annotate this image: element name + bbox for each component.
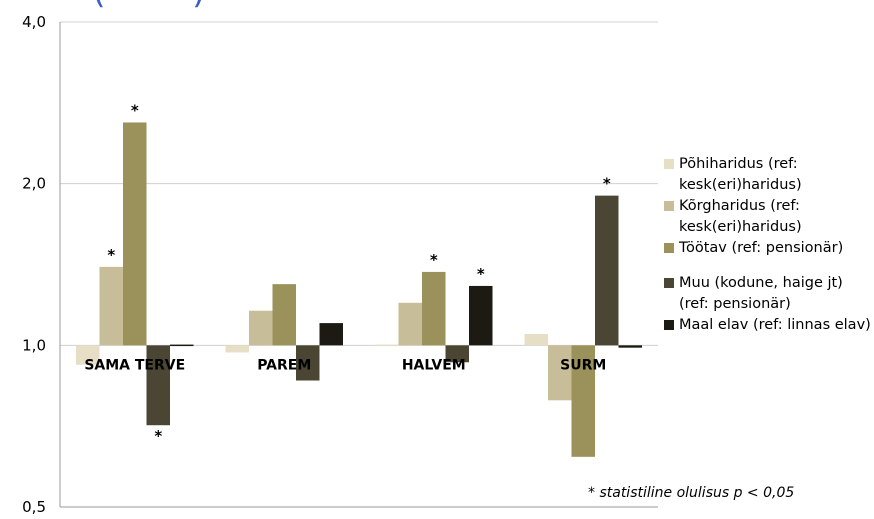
bar: [548, 345, 572, 401]
bar: [272, 284, 296, 346]
legend: Põhiharidus (ref: kesk(eri)haridus) Kõrgh…: [664, 154, 872, 336]
y-tick-label: 4,0: [22, 13, 46, 31]
bar: [99, 266, 123, 346]
significance-marker: *: [603, 175, 611, 193]
legend-swatch: [664, 159, 674, 169]
legend-label: Töötav (ref: pensionär): [679, 240, 844, 256]
significance-marker: *: [430, 251, 438, 269]
legend-item: Töötav (ref: pensionär): [664, 238, 872, 259]
significance-marker: *: [131, 101, 139, 119]
significance-marker: *: [154, 427, 162, 445]
bar: [319, 323, 343, 346]
legend-label: Põhiharidus (ref: kesk(eri)haridus): [679, 156, 802, 193]
legend-swatch: [664, 320, 674, 330]
bar: [422, 271, 446, 346]
axis-layer: 0,5 1,0 2,0 4,0: [22, 13, 658, 516]
bar: [375, 344, 399, 347]
bar: [524, 333, 548, 346]
legend-swatch: [664, 278, 674, 288]
category-label: HALVEM: [402, 357, 466, 373]
label-layer: * * * * * * SAMA TERVE PAREM HALVEM SURM: [84, 101, 611, 445]
significance-footnote: * statistiline olulisus p < 0,05: [588, 485, 795, 501]
significance-marker: *: [107, 246, 115, 264]
legend-item: Muu (kodune, haige jt) (ref: pensionär): [664, 273, 872, 315]
bar: [595, 195, 619, 346]
y-tick-label: 1,0: [22, 336, 46, 354]
significance-marker: *: [477, 265, 485, 283]
bar: [445, 345, 469, 363]
y-tick-label: 2,0: [22, 175, 46, 193]
title-fragment: ( ): [60, 0, 860, 12]
bar: [170, 344, 194, 347]
bar: [225, 345, 249, 353]
legend-item: Kõrgharidus (ref: kesk(eri)haridus): [664, 196, 872, 238]
category-label: SAMA TERVE: [84, 357, 185, 373]
legend-label: Muu (kodune, haige jt) (ref: pensionär): [679, 275, 843, 312]
legend-label: Maal elav (ref: linnas elav): [679, 317, 871, 333]
bar: [76, 345, 100, 365]
grid-layer: [60, 21, 658, 346]
bar-layer: [76, 122, 642, 457]
bar: [123, 122, 147, 346]
legend-label: Kõrgharidus (ref: kesk(eri)haridus): [679, 198, 802, 235]
bar: [146, 345, 170, 426]
legend-swatch: [664, 243, 674, 253]
category-label: SURM: [560, 357, 606, 373]
y-tick-label: 0,5: [22, 498, 46, 516]
bar: [618, 345, 642, 348]
legend-item: Põhiharidus (ref: kesk(eri)haridus): [664, 154, 872, 196]
legend-item: Maal elav (ref: linnas elav): [664, 315, 872, 336]
bar: [296, 345, 320, 381]
bar: [249, 310, 273, 346]
category-label: PAREM: [257, 357, 311, 373]
bar: [571, 345, 595, 457]
bar: [398, 302, 422, 346]
bar: [469, 285, 493, 346]
legend-swatch: [664, 201, 674, 211]
